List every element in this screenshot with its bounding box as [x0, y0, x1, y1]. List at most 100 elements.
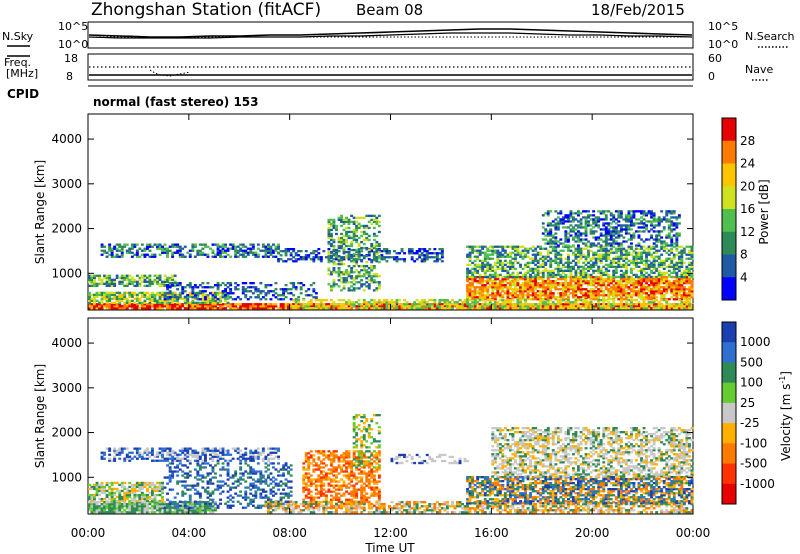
- power-cell: [667, 257, 671, 260]
- power-cell: [108, 278, 112, 281]
- power-cell: [350, 244, 354, 248]
- power-cell: [564, 240, 568, 243]
- power-cell: [667, 305, 671, 308]
- power-cell: [612, 288, 616, 291]
- power-cell: [135, 305, 139, 308]
- power-cell: [594, 294, 598, 297]
- power-cell: [261, 307, 265, 310]
- power-cell: [612, 286, 616, 289]
- power-cell: [156, 299, 159, 302]
- power-cell: [133, 303, 137, 306]
- power-cell: [282, 307, 285, 310]
- power-cell: [662, 278, 666, 281]
- power-cell: [249, 307, 253, 310]
- power-cell: [105, 293, 109, 296]
- power-cell: [657, 265, 661, 268]
- velocity-cell: [90, 509, 94, 512]
- power-cell: [251, 253, 255, 256]
- power-cell: [680, 245, 684, 248]
- power-cell: [188, 282, 192, 285]
- power-cell: [534, 288, 538, 291]
- power-cell: [602, 290, 606, 293]
- power-cell: [332, 263, 336, 266]
- power-cell: [579, 251, 583, 254]
- power-cell: [377, 305, 381, 308]
- power-cell: [486, 275, 490, 279]
- power-cell: [617, 232, 621, 235]
- power-cell: [652, 265, 656, 268]
- power-cell: [428, 303, 432, 306]
- power-cell: [367, 214, 371, 217]
- power-cell: [569, 273, 573, 277]
- power-cell: [627, 238, 631, 241]
- nave-label: Nave: [745, 63, 773, 76]
- power-cell: [589, 242, 593, 245]
- power-cell: [640, 261, 643, 264]
- power-cell: [405, 305, 409, 308]
- power-cell: [544, 307, 548, 310]
- power-cell: [584, 280, 588, 283]
- power-cell: [556, 245, 560, 248]
- power-cell: [367, 238, 371, 242]
- power-cell: [135, 284, 139, 287]
- power-cell: [98, 274, 101, 277]
- power-cell: [370, 299, 374, 302]
- power-cell: [365, 255, 369, 258]
- power-cell: [652, 247, 656, 250]
- power-cell: [239, 305, 243, 308]
- power-cell: [589, 307, 593, 310]
- power-cell: [244, 249, 248, 252]
- power-cell: [655, 245, 659, 248]
- power-cell: [191, 299, 195, 302]
- power-cell: [672, 269, 676, 272]
- power-cell: [163, 249, 167, 252]
- power-cell: [519, 245, 522, 248]
- power-cell: [113, 297, 117, 300]
- power-cell: [526, 284, 530, 287]
- power-cell: [619, 224, 623, 227]
- power-cell: [211, 299, 215, 302]
- power-cell: [624, 271, 628, 274]
- power-cell: [269, 307, 273, 310]
- power-cell: [181, 247, 185, 250]
- power-cell: [118, 305, 122, 308]
- power-cell: [340, 232, 343, 236]
- power-cell: [594, 296, 598, 299]
- power-cell: [206, 253, 210, 256]
- power-cell: [345, 250, 348, 254]
- power-cell: [579, 292, 583, 295]
- power-cell: [420, 260, 424, 263]
- power-cell: [128, 251, 132, 254]
- power-cell: [503, 307, 507, 310]
- power-cell: [362, 303, 366, 306]
- power-cell: [677, 261, 681, 264]
- power-cell: [125, 243, 129, 246]
- power-cell: [567, 240, 570, 243]
- power-cell: [365, 236, 369, 240]
- power-cell: [607, 232, 611, 235]
- power-cell: [274, 303, 278, 306]
- power-cell: [181, 292, 185, 295]
- power-cell: [224, 290, 227, 293]
- power-cell: [556, 257, 560, 260]
- power-cell: [375, 260, 379, 263]
- power-cell: [143, 305, 147, 308]
- power-cell: [630, 278, 633, 281]
- power-cell: [420, 258, 424, 261]
- power-cell: [267, 251, 270, 254]
- power-cell: [332, 218, 336, 221]
- power-cell: [330, 252, 333, 255]
- power-cell: [511, 251, 515, 254]
- power-cell: [589, 299, 593, 302]
- power-cell: [173, 307, 177, 310]
- power-cell: [176, 307, 180, 310]
- power-cell: [539, 278, 543, 281]
- power-colorbar-tick: 16: [740, 202, 755, 216]
- power-cell: [173, 297, 177, 300]
- power-cell: [604, 228, 608, 231]
- power-cell: [582, 271, 585, 274]
- power-cell: [299, 305, 303, 308]
- power-cell: [503, 301, 507, 304]
- power-cell: [118, 243, 122, 246]
- power-cell: [690, 255, 694, 258]
